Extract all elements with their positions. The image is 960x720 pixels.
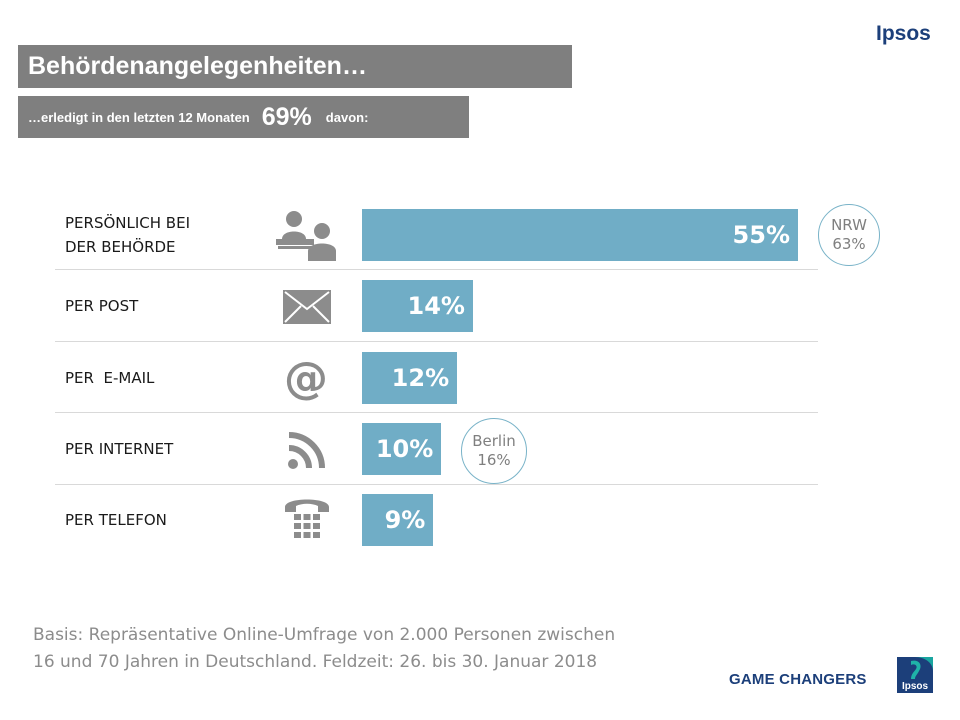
bar-value-label: 9%	[384, 506, 426, 534]
bar	[362, 352, 458, 404]
category-label: PER TELEFON	[65, 508, 255, 532]
at-sign-icon: @	[282, 353, 330, 404]
telephone-icon	[282, 495, 332, 543]
bar	[362, 423, 442, 475]
bar-value-label: 12%	[391, 364, 450, 392]
footnote-line-2: 16 und 70 Jahren in Deutschland. Feldzei…	[33, 652, 598, 672]
bar-value-label: 55%	[732, 221, 790, 249]
footnote: Basis: Repräsentative Online-Umfrage von…	[33, 622, 713, 676]
row-divider	[55, 412, 818, 413]
rss-feed-icon	[287, 430, 327, 470]
row-divider	[55, 269, 818, 270]
envelope-icon	[282, 289, 332, 325]
category-label-line: PER TELEFON	[65, 511, 167, 529]
category-label: PER INTERNET	[65, 437, 255, 461]
row-divider	[55, 484, 818, 485]
ipsos-logo: Ipsos	[897, 657, 933, 693]
page-title: Behördenangelegenheiten…	[18, 45, 572, 88]
annotation-bubble: Berlin 16%	[461, 418, 527, 484]
category-label: PER E-MAIL	[65, 366, 255, 390]
subtitle-value: 69%	[261, 103, 312, 131]
game-changers-tagline: GAME CHANGERS	[729, 671, 867, 688]
annotation-region: NRW	[831, 216, 867, 234]
bar	[362, 209, 798, 261]
ipsos-logo-icon: Ipsos	[897, 657, 933, 693]
annotation-region: Berlin	[472, 432, 516, 450]
category-label-line: DER BEHÖRDE	[65, 238, 176, 256]
row-divider	[55, 341, 818, 342]
annotation-bubble: NRW 63%	[818, 204, 880, 266]
category-label-line: PER INTERNET	[65, 440, 174, 458]
svg-text:@: @	[284, 354, 328, 402]
annotation-value: 63%	[832, 235, 866, 253]
subtitle-box: …erledigt in den letzten 12 Monaten 69% da…	[18, 96, 469, 138]
category-label: PER POST	[65, 294, 255, 318]
subtitle-prefix: …erledigt in den letzten 12 Monaten	[28, 110, 250, 125]
bar	[362, 494, 434, 546]
svg-text:Ipsos: Ipsos	[902, 681, 929, 692]
category-label-line: PERSÖNLICH BEI	[65, 214, 190, 232]
footnote-line-1: Basis: Repräsentative Online-Umfrage von…	[33, 625, 616, 645]
annotation-value: 16%	[477, 451, 511, 469]
subtitle-suffix: davon:	[325, 110, 369, 125]
category-label-line: PER POST	[65, 297, 139, 315]
bar-value-label: 14%	[407, 292, 465, 320]
category-label: PERSÖNLICH BEI DER BEHÖRDE	[65, 211, 255, 259]
meeting-icon	[276, 209, 338, 261]
bar	[362, 280, 473, 332]
bar-value-label: 10%	[375, 435, 434, 463]
category-label-line: PER E-MAIL	[65, 369, 155, 387]
ipsos-brand: Ipsos	[876, 22, 931, 45]
